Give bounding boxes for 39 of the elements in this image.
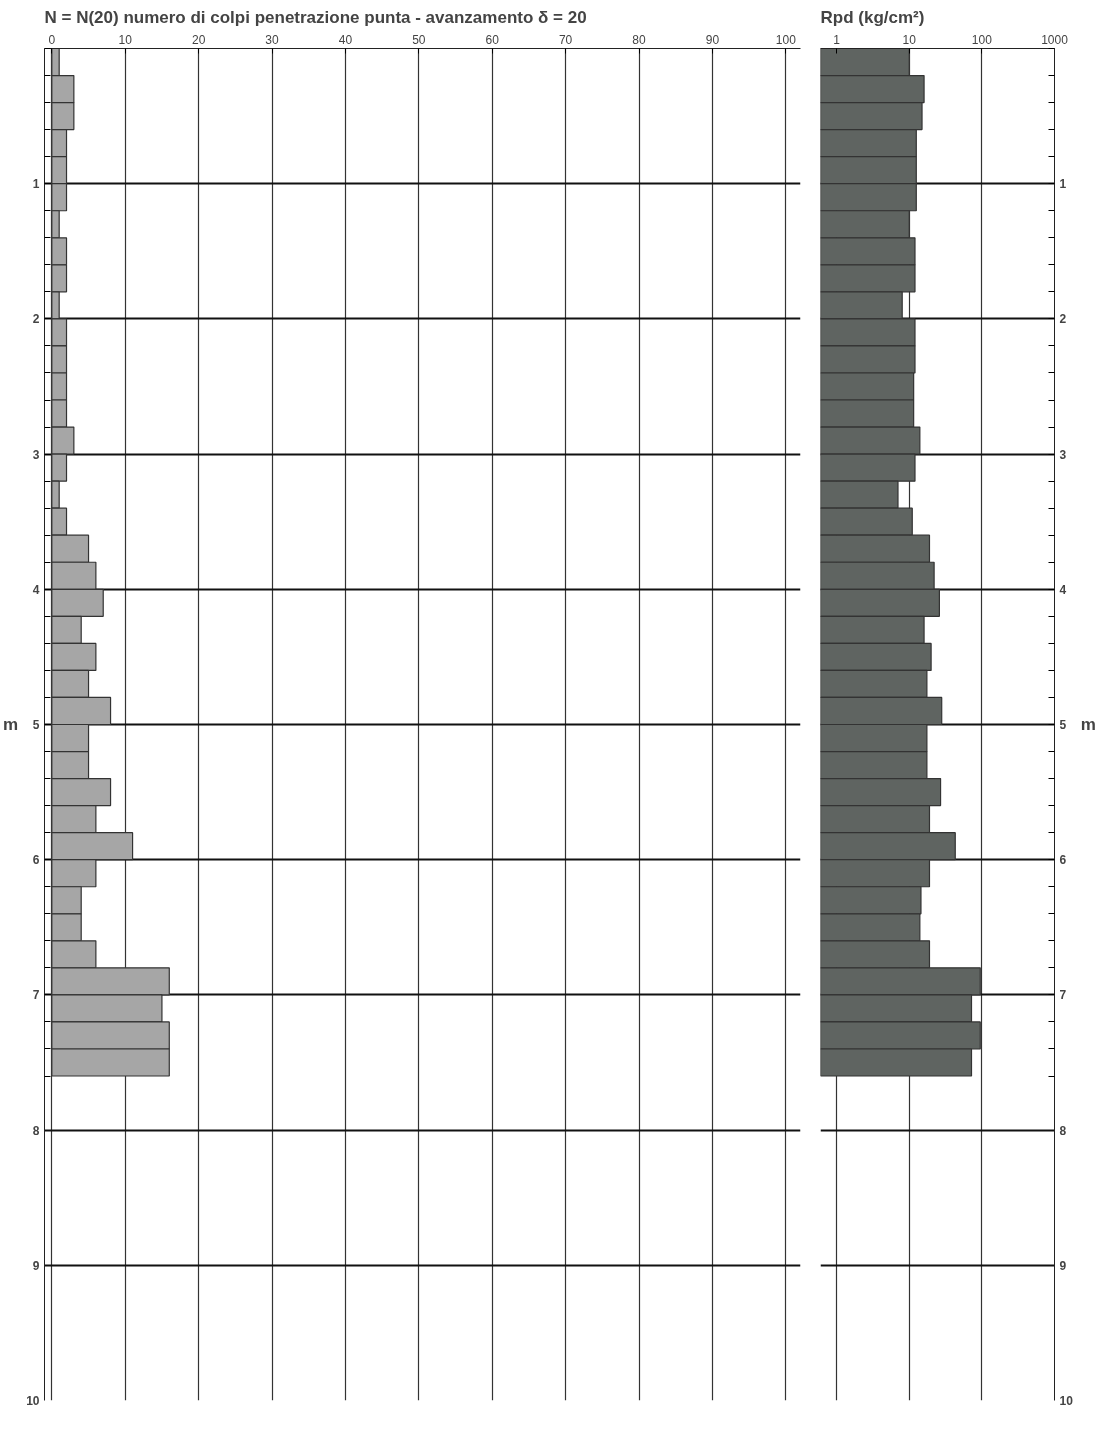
x-tick-label: 40 bbox=[338, 32, 353, 47]
y-axis-title: m bbox=[3, 715, 19, 734]
x-tick-label: 10 bbox=[902, 32, 917, 47]
y-tick-label: 4 bbox=[1059, 582, 1067, 597]
y-tick-label: 5 bbox=[32, 718, 40, 732]
y-tick-label: 2 bbox=[1059, 312, 1067, 327]
x-tick-label: 0 bbox=[48, 32, 56, 47]
y-tick-label: 3 bbox=[1059, 447, 1067, 462]
chart-title: Rpd (kg/cm²) bbox=[820, 7, 925, 27]
y-tick-label: 10 bbox=[1059, 1394, 1074, 1408]
y-tick-label: 9 bbox=[32, 1258, 40, 1273]
y-axis-title: m bbox=[1080, 715, 1096, 734]
y-tick-label: 9 bbox=[1059, 1258, 1067, 1273]
y-tick-label: 8 bbox=[32, 1123, 40, 1138]
x-tick-label: 100 bbox=[971, 32, 993, 47]
y-tick-label: 6 bbox=[1059, 853, 1067, 868]
y-tick-label: 1 bbox=[1059, 177, 1067, 192]
x-tick-label: 100 bbox=[775, 32, 797, 47]
y-tick-label: 1 bbox=[32, 177, 40, 192]
chart-title: N = N(20) numero di colpi penetrazione punta - avanzamento δ = 20 bbox=[44, 7, 587, 27]
y-tick-label: 4 bbox=[32, 582, 40, 597]
y-tick-label: 2 bbox=[32, 312, 40, 327]
x-tick-label: 60 bbox=[485, 32, 500, 47]
x-tick-label: 1 bbox=[833, 32, 841, 47]
y-tick-label: 8 bbox=[1059, 1123, 1067, 1138]
y-tick-label: 7 bbox=[32, 988, 40, 1003]
x-tick-label: 20 bbox=[191, 32, 206, 47]
x-tick-label: 30 bbox=[265, 32, 280, 47]
x-tick-label: 10 bbox=[118, 32, 133, 47]
x-tick-label: 1000 bbox=[1041, 32, 1069, 47]
x-tick-label: 90 bbox=[705, 32, 720, 47]
x-tick-label: 70 bbox=[558, 32, 573, 47]
y-tick-label: 10 bbox=[26, 1394, 40, 1408]
y-tick-label: 5 bbox=[1059, 718, 1067, 732]
y-tick-label: 3 bbox=[32, 447, 40, 462]
x-tick-label: 50 bbox=[412, 32, 426, 47]
y-tick-label: 6 bbox=[32, 853, 40, 868]
x-tick-label: 80 bbox=[632, 32, 647, 47]
y-tick-label: 7 bbox=[1059, 988, 1067, 1003]
